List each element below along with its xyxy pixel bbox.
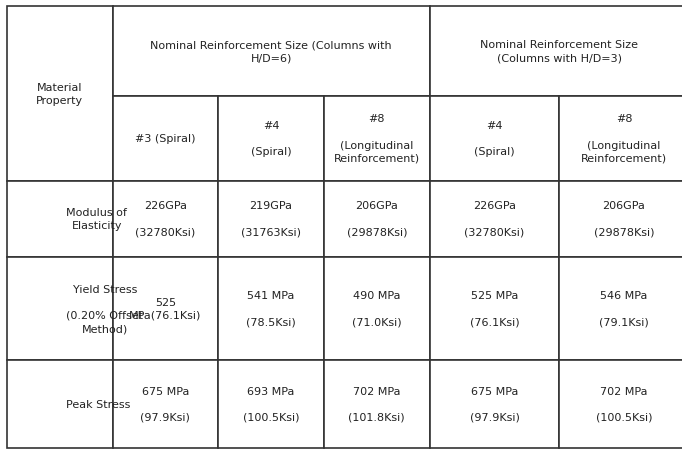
- Text: 693 MPa

(100.5Ksi): 693 MPa (100.5Ksi): [243, 386, 299, 422]
- Text: 226GPa

(32780Ksi): 226GPa (32780Ksi): [464, 201, 524, 237]
- Text: #4

(Spiral): #4 (Spiral): [474, 121, 515, 157]
- Bar: [113, 257, 218, 360]
- Bar: [430, 96, 559, 181]
- Text: 675 MPa

(97.9Ksi): 675 MPa (97.9Ksi): [469, 386, 520, 422]
- Bar: [324, 257, 430, 360]
- Text: 702 MPa

(101.8Ksi): 702 MPa (101.8Ksi): [349, 386, 405, 422]
- Bar: [113, 7, 430, 96]
- Text: #8

(Longitudinal
Reinforcement): #8 (Longitudinal Reinforcement): [333, 114, 420, 163]
- Text: 702 MPa

(100.5Ksi): 702 MPa (100.5Ksi): [596, 386, 652, 422]
- Bar: [430, 257, 559, 360]
- Bar: [7, 7, 113, 181]
- Bar: [218, 257, 324, 360]
- Bar: [113, 181, 218, 257]
- Text: 675 MPa

(97.9Ksi): 675 MPa (97.9Ksi): [140, 386, 190, 422]
- Text: Nominal Reinforcement Size (Columns with
H/D=6): Nominal Reinforcement Size (Columns with…: [150, 40, 392, 63]
- Bar: [218, 360, 324, 448]
- Bar: [7, 360, 113, 448]
- Bar: [218, 96, 324, 181]
- Text: #4

(Spiral): #4 (Spiral): [251, 121, 291, 157]
- Text: 541 MPa

(78.5Ksi): 541 MPa (78.5Ksi): [246, 291, 296, 327]
- Bar: [430, 360, 559, 448]
- Bar: [324, 181, 430, 257]
- Text: 525 MPa

(76.1Ksi): 525 MPa (76.1Ksi): [470, 291, 519, 327]
- Text: 546 MPa

(79.1Ksi): 546 MPa (79.1Ksi): [599, 291, 649, 327]
- Text: 206GPa

(29878Ksi): 206GPa (29878Ksi): [346, 201, 407, 237]
- Text: 206GPa

(29878Ksi): 206GPa (29878Ksi): [594, 201, 654, 237]
- Bar: [559, 96, 682, 181]
- Text: #3 (Spiral): #3 (Spiral): [135, 134, 196, 144]
- Bar: [559, 257, 682, 360]
- Bar: [559, 360, 682, 448]
- Bar: [7, 257, 113, 360]
- Text: 525
MPa(76.1Ksi): 525 MPa(76.1Ksi): [129, 297, 202, 320]
- Bar: [218, 181, 324, 257]
- Bar: [324, 360, 430, 448]
- Bar: [430, 7, 682, 96]
- Text: 490 MPa

(71.0Ksi): 490 MPa (71.0Ksi): [352, 291, 402, 327]
- Bar: [113, 360, 218, 448]
- Bar: [324, 96, 430, 181]
- Text: Yield Stress

(0.20% Offset
Method): Yield Stress (0.20% Offset Method): [67, 284, 143, 333]
- Text: #8

(Longitudinal
Reinforcement): #8 (Longitudinal Reinforcement): [581, 114, 667, 163]
- Bar: [559, 181, 682, 257]
- Bar: [113, 96, 218, 181]
- Text: Modulus of
Elasticity: Modulus of Elasticity: [67, 207, 128, 231]
- Bar: [7, 181, 113, 257]
- Text: 226GPa

(32780Ksi): 226GPa (32780Ksi): [135, 201, 196, 237]
- Text: 219GPa

(31763Ksi): 219GPa (31763Ksi): [241, 201, 301, 237]
- Bar: [430, 181, 559, 257]
- Text: Nominal Reinforcement Size
(Columns with H/D=3): Nominal Reinforcement Size (Columns with…: [480, 40, 638, 63]
- Text: Material
Property: Material Property: [36, 83, 83, 106]
- Text: Peak Stress: Peak Stress: [67, 399, 131, 409]
